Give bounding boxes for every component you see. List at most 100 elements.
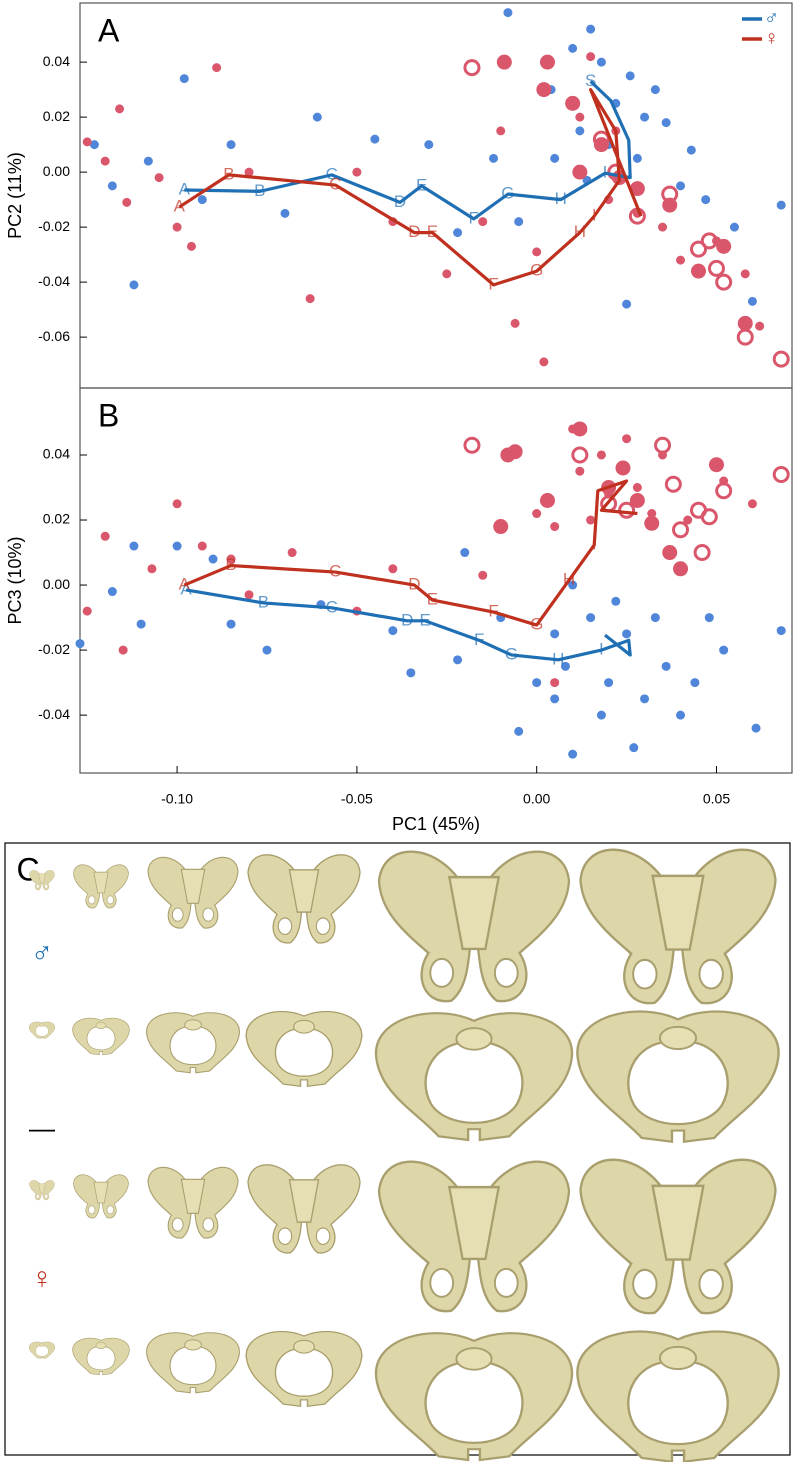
- data-point: [647, 509, 657, 519]
- data-point: [388, 564, 398, 574]
- data-point: [618, 501, 636, 519]
- data-point: [629, 743, 639, 753]
- data-point: [776, 200, 786, 210]
- data-point: [89, 140, 99, 150]
- data-point: [751, 723, 761, 733]
- data-point: [539, 357, 549, 367]
- data-point: [489, 153, 499, 163]
- data-point: [244, 590, 254, 600]
- pelvis-image: [247, 1164, 361, 1254]
- data-point: [179, 74, 189, 84]
- data-point: [640, 112, 650, 122]
- data-point: [644, 515, 660, 531]
- data-point: [690, 678, 700, 688]
- trajectory-line: [184, 80, 632, 221]
- stage-label: A: [179, 179, 191, 198]
- y-tick-label: 0.04: [43, 446, 70, 462]
- data-point: [719, 645, 729, 655]
- data-point: [287, 548, 297, 558]
- data-point: [493, 519, 509, 535]
- stage-label: E: [427, 589, 438, 608]
- data-point: [586, 52, 596, 62]
- data-point: [197, 541, 207, 551]
- data-point: [676, 255, 686, 265]
- data-point: [565, 95, 581, 111]
- stage-label: G: [505, 644, 518, 663]
- stage-label: B: [223, 164, 234, 183]
- data-point: [172, 499, 182, 509]
- data-point: [539, 493, 555, 509]
- data-point: [262, 645, 272, 655]
- stage-label: E: [420, 610, 431, 629]
- data-point: [122, 197, 132, 207]
- stage-label: H: [552, 649, 564, 668]
- data-point: [550, 678, 560, 688]
- data-point: [693, 544, 711, 562]
- data-point: [676, 710, 686, 720]
- pelvis-image: [377, 850, 571, 1003]
- data-point: [453, 228, 463, 238]
- data-point: [478, 570, 488, 580]
- data-point: [629, 493, 645, 509]
- male-symbol: ♂: [31, 937, 54, 970]
- data-point: [406, 668, 416, 678]
- data-point: [604, 678, 614, 688]
- data-point: [571, 446, 589, 464]
- pelvis-image: [28, 1341, 56, 1359]
- stage-label: B: [258, 592, 269, 611]
- data-point: [129, 280, 139, 290]
- stage-label: B: [225, 555, 236, 574]
- trajectory-line: [183, 479, 638, 627]
- data-point: [662, 545, 678, 561]
- data-point: [100, 531, 110, 541]
- data-point: [700, 508, 718, 526]
- stage-label: I: [603, 163, 608, 182]
- data-point: [747, 499, 757, 509]
- data-point: [143, 156, 153, 166]
- data-point: [532, 678, 542, 688]
- data-point: [463, 59, 481, 77]
- stage-label: G: [501, 184, 514, 203]
- data-point: [172, 222, 182, 232]
- data-point: [503, 8, 513, 18]
- stage-label: I: [592, 535, 597, 554]
- data-point: [550, 522, 560, 532]
- data-point: [707, 259, 725, 277]
- data-point: [575, 466, 585, 476]
- stage-label: E: [416, 175, 427, 194]
- data-point: [622, 629, 632, 639]
- data-point: [154, 173, 164, 183]
- data-point: [118, 645, 128, 655]
- data-point: [197, 195, 207, 205]
- data-point: [586, 24, 596, 34]
- panel-label: B: [98, 397, 119, 433]
- data-point: [568, 749, 578, 759]
- data-point: [575, 112, 585, 122]
- data-point: [115, 104, 125, 114]
- data-point: [632, 483, 642, 493]
- data-point: [568, 43, 578, 53]
- data-point: [596, 57, 606, 67]
- pelvis-image: [576, 1330, 780, 1462]
- data-point: [683, 515, 693, 525]
- pelvis-image: [73, 864, 129, 909]
- data-point: [568, 580, 578, 590]
- data-point: [632, 153, 642, 163]
- data-point: [424, 140, 434, 150]
- y-tick-label: -0.04: [38, 706, 70, 722]
- stage-label: H: [555, 189, 567, 208]
- legend-label: ♀: [764, 27, 779, 49]
- data-point: [650, 85, 660, 95]
- data-point: [532, 509, 542, 519]
- pelvis-image: [146, 1012, 240, 1074]
- data-point: [478, 217, 488, 227]
- data-point: [592, 130, 610, 148]
- data-point: [312, 112, 322, 122]
- data-point: [596, 450, 606, 460]
- y-axis-label: PC2 (11%): [5, 152, 25, 239]
- data-point: [507, 444, 523, 460]
- y-tick-label: 0.02: [43, 108, 70, 124]
- data-point: [496, 126, 506, 136]
- data-point: [514, 726, 524, 736]
- legend-label: ♂: [764, 7, 779, 29]
